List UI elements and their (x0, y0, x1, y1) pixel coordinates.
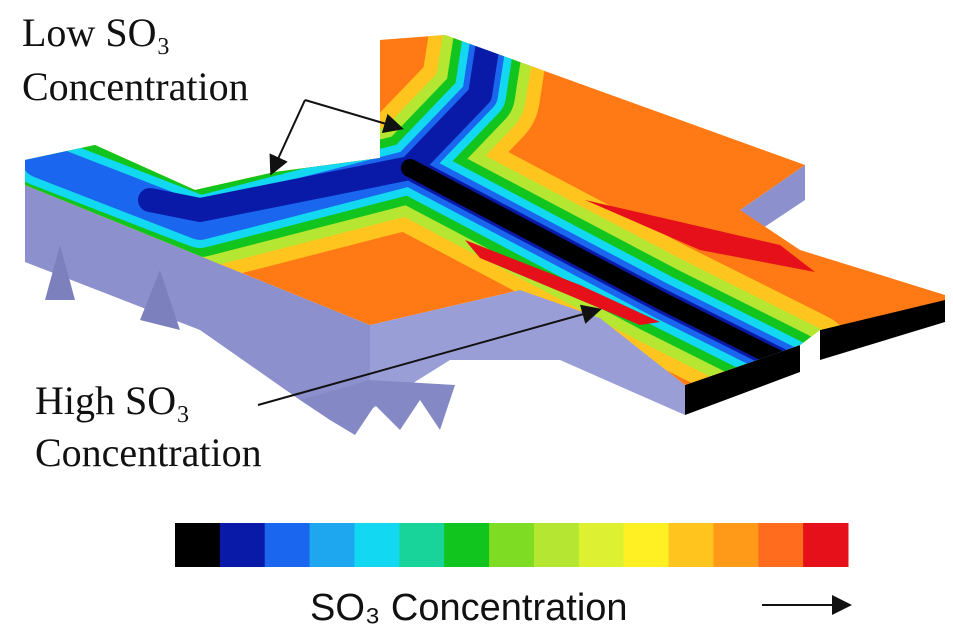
leg (140, 270, 180, 330)
color-swatch (219, 523, 266, 567)
color-swatch (668, 523, 714, 567)
model (25, 35, 945, 435)
outlet (820, 298, 945, 360)
annotation: Concentration (35, 430, 262, 475)
block-wall (740, 165, 805, 230)
annotation: High SO₃ (35, 378, 190, 423)
outlet (685, 345, 800, 415)
contours (25, 35, 860, 385)
annotation: Concentration (22, 64, 249, 109)
color-swatch (713, 523, 759, 567)
wall (25, 185, 370, 410)
color-swatch (309, 523, 355, 567)
arrow (269, 99, 306, 176)
color-swatch (578, 523, 625, 567)
color-swatch (399, 523, 445, 567)
arrow (257, 304, 602, 406)
color-swatch (533, 523, 580, 567)
color-swatch (444, 523, 490, 567)
color-swatch (264, 523, 311, 567)
leg (45, 245, 75, 300)
colorbar-label: SO₃ Concentration (310, 587, 628, 629)
arrow (304, 99, 404, 134)
annotation: Low SO₃ (22, 10, 170, 55)
colorbar (175, 523, 849, 567)
color-swatch (489, 523, 535, 567)
color-swatch (354, 523, 400, 567)
color-swatch (623, 523, 670, 567)
color-swatch (803, 523, 849, 567)
color-swatch (175, 523, 221, 567)
hopper (300, 380, 455, 435)
color-swatch (758, 523, 804, 567)
wall (370, 290, 685, 415)
